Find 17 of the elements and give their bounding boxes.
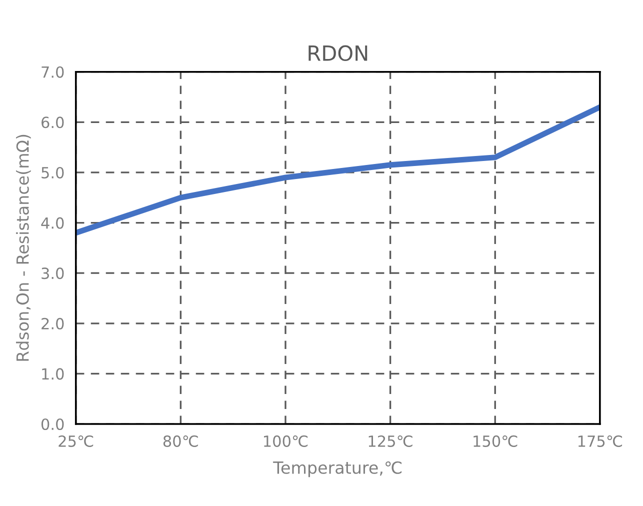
- y-tick-label: 4.0: [41, 217, 64, 229]
- y-tick-label: 3.0: [42, 268, 64, 280]
- x-tick-label: 100℃: [264, 435, 308, 447]
- y-tick-label: 2.0: [42, 318, 64, 330]
- x-tick-label: 80℃: [163, 435, 198, 447]
- chart-title: RDON: [308, 45, 368, 62]
- x-tick-label: 150℃: [474, 435, 518, 447]
- x-tick-label: 175℃: [578, 435, 622, 447]
- y-tick-label: 5.0: [42, 166, 64, 178]
- y-tick-label: 7.0: [42, 66, 64, 78]
- x-axis-title: Temperature,℃: [273, 461, 402, 478]
- y-axis-title: Rdson,On - Resistance(mΩ): [16, 134, 31, 361]
- x-tick-label: 25℃: [58, 435, 94, 447]
- y-tick-label: 6.0: [42, 116, 64, 128]
- x-tick-label: 125℃: [368, 435, 412, 447]
- y-tick-label: 0.0: [41, 418, 64, 430]
- y-tick-label: 1.0: [42, 368, 64, 380]
